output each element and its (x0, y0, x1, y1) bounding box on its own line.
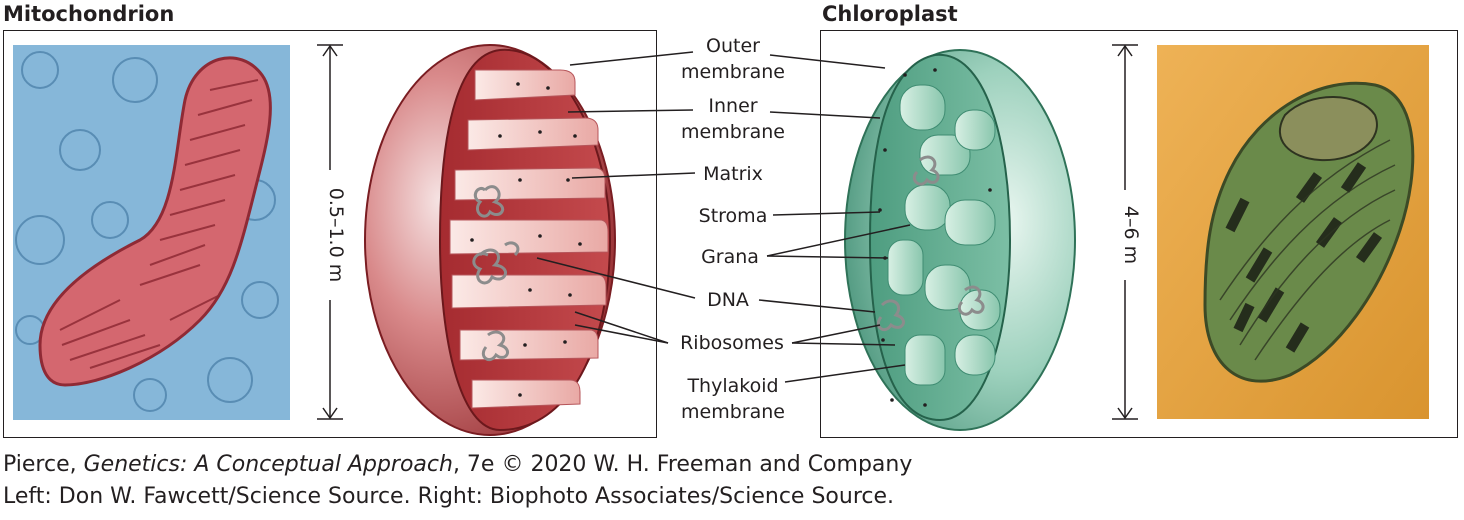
mitochondrion-title: Mitochondrion (3, 2, 175, 26)
credit-line-2: Left: Don W. Fawcett/Science Source. Rig… (3, 484, 895, 509)
chloroplast-micrograph (1157, 45, 1429, 419)
label-thylakoid-membrane-line1: Thylakoid (686, 375, 778, 397)
label-matrix: Matrix (703, 163, 763, 185)
chloroplast-title: Chloroplast (822, 2, 958, 26)
credit-book-title: Genetics: A Conceptual Approach (83, 452, 453, 477)
label-dna: DNA (707, 289, 749, 311)
label-ribosomes: Ribosomes (680, 332, 784, 354)
credit-author: Pierce, (3, 452, 84, 477)
leader-lines (536, 51, 911, 383)
mitochondrion-dimension: 0.5–1.0 m (317, 44, 347, 420)
label-stroma: Stroma (699, 205, 768, 227)
chloroplast-size-label: 4–6 m (1120, 206, 1142, 264)
mitochondrion-illustration (364, 44, 616, 436)
mitochondrion-micrograph (13, 45, 290, 420)
label-outer-membrane-line1: Outer (706, 35, 760, 57)
label-outer-membrane-line2: membrane (681, 61, 785, 83)
credit-publisher: , 7e © 2020 W. H. Freeman and Company (452, 452, 913, 477)
label-inner-membrane-line2: membrane (681, 121, 785, 143)
mitochondrion-size-label: 0.5–1.0 m (325, 188, 347, 282)
label-grana: Grana (701, 246, 759, 268)
label-inner-membrane-line1: Inner (708, 95, 757, 117)
structure-labels: Outer membrane Inner membrane Matrix Str… (680, 35, 785, 423)
credit-line-1: Pierce, Genetics: A Conceptual Approach,… (3, 452, 912, 477)
label-thylakoid-membrane-line2: membrane (681, 401, 785, 423)
chloroplast-illustration (844, 49, 1076, 431)
chloroplast-dimension: 4–6 m (1112, 44, 1142, 420)
